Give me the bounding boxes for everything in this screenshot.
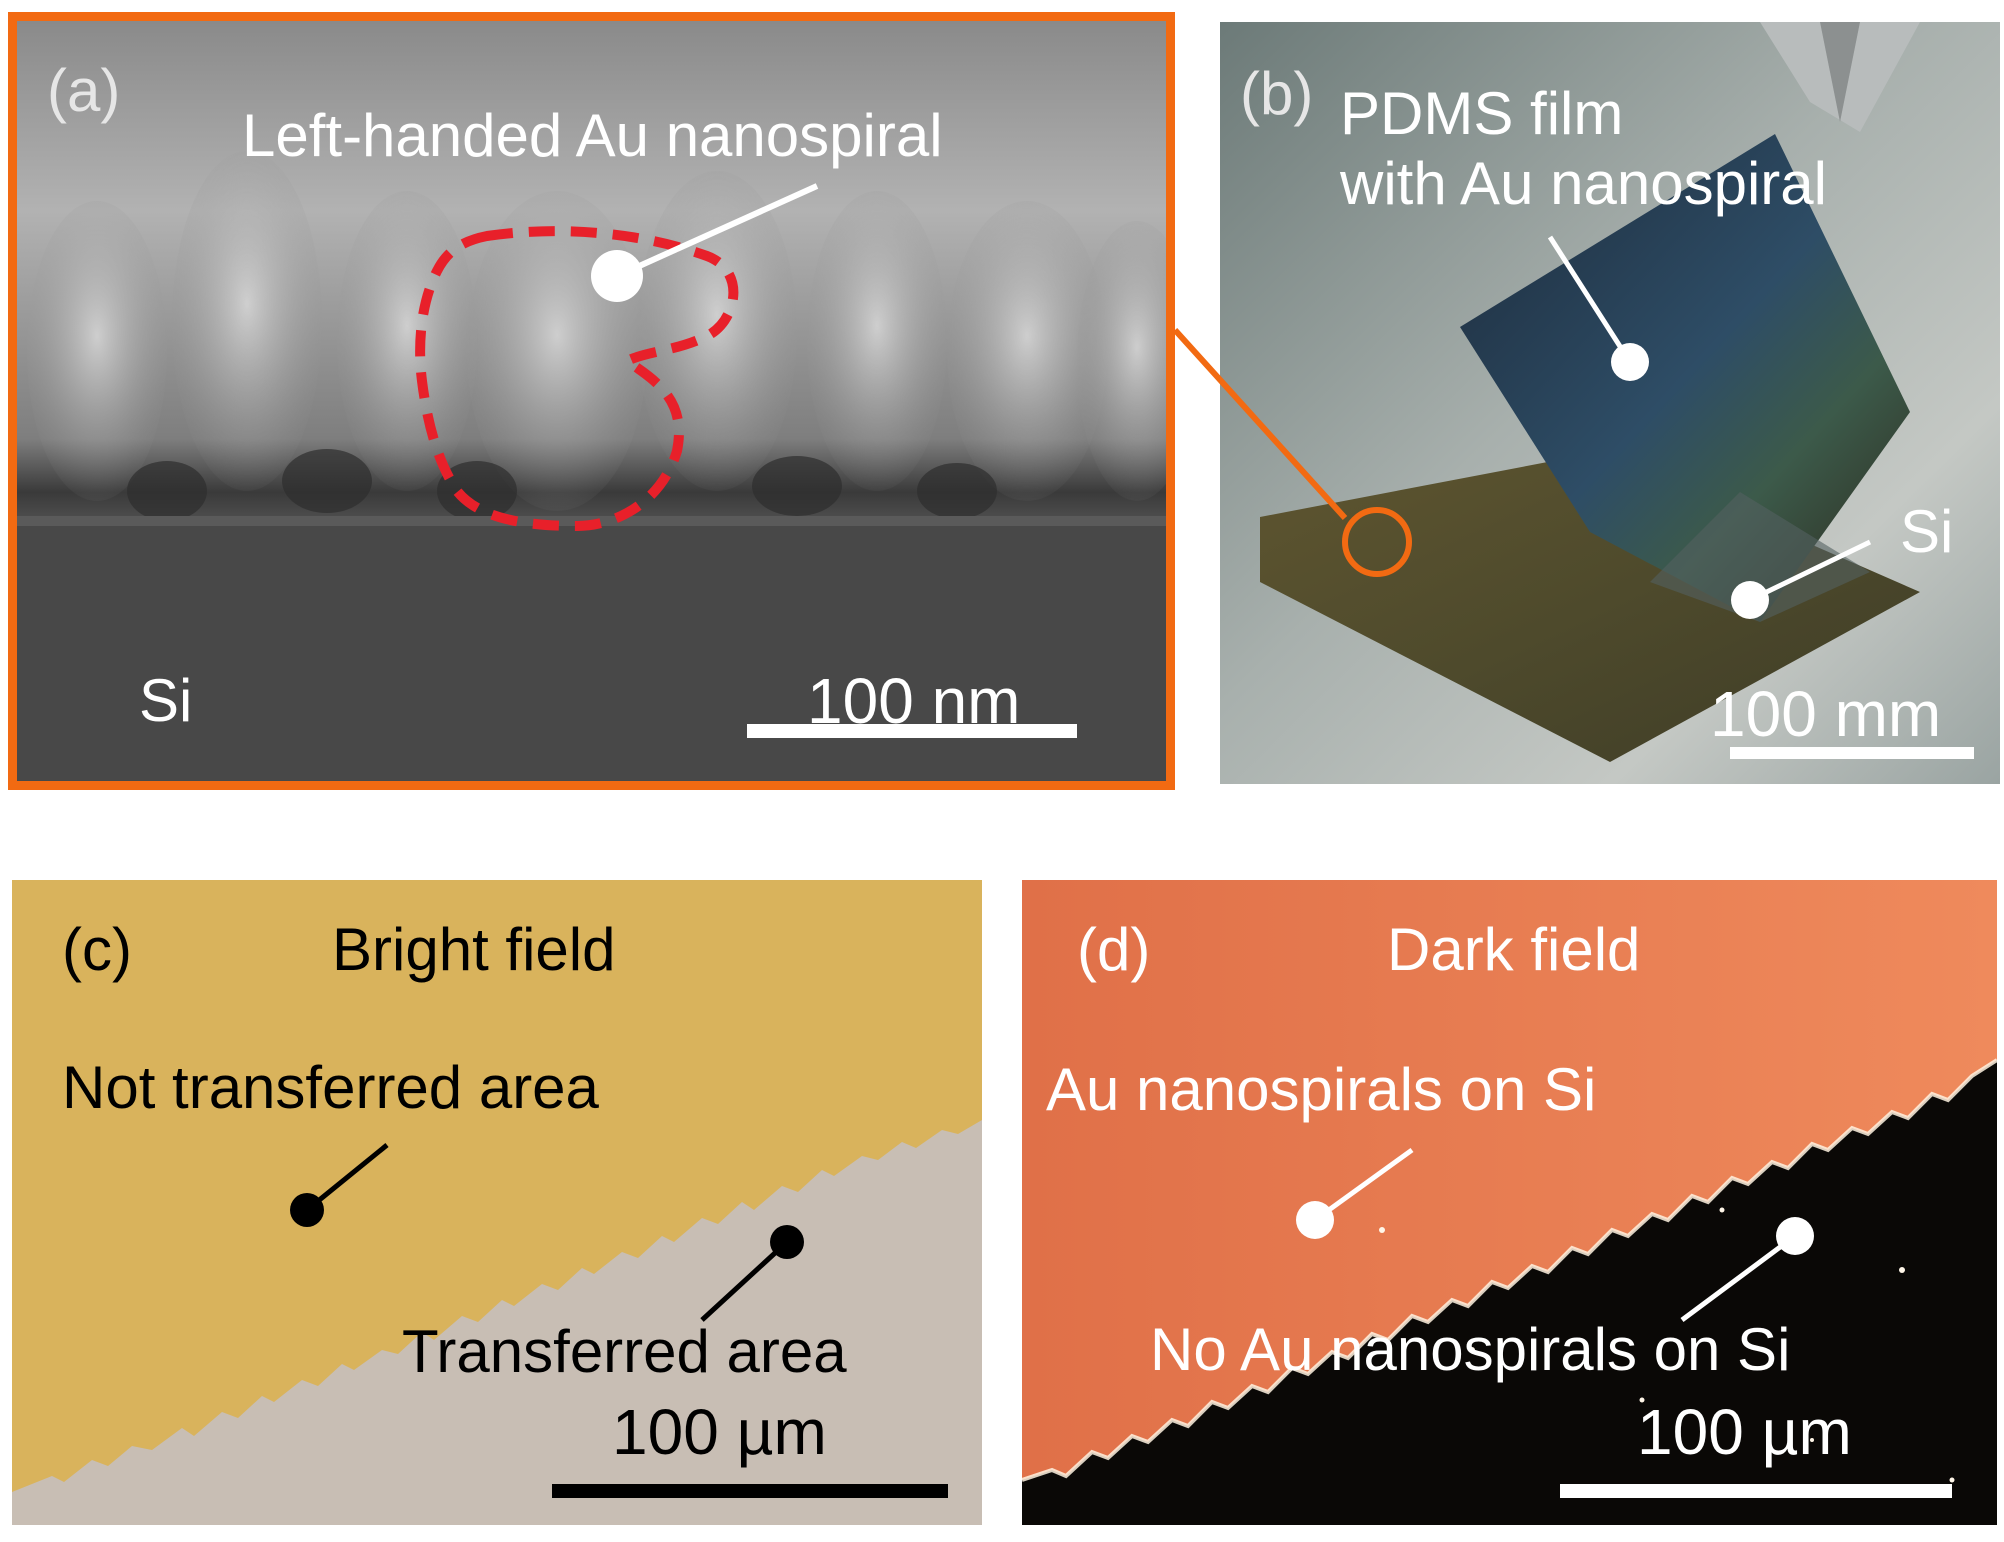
bright-field-background [12, 880, 982, 1525]
panel-a-substrate-label: Si [139, 667, 193, 734]
photo-background [1220, 22, 2000, 784]
scalebar-b-label: 100 mm [1710, 678, 1942, 750]
transferred-label: Transferred area [402, 1318, 847, 1385]
pdms-film [1460, 134, 1910, 622]
panel-d-dark-field: (d) Dark field Au nanospirals on Si No A… [1022, 880, 1997, 1525]
not-transferred-label: Not transferred area [62, 1054, 599, 1121]
scalebar-d-label: 100 µm [1637, 1396, 1852, 1468]
panel-label-a: (a) [47, 57, 121, 124]
pdms-film-label-line1: PDMS film [1340, 80, 1624, 147]
panel-label-d: (d) [1077, 916, 1151, 983]
sem-background [17, 21, 1166, 781]
panel-b-substrate-label: Si [1900, 498, 1954, 565]
panel-label-b: (b) [1240, 60, 1314, 127]
panel-a-title: Left-handed Au nanospiral [242, 102, 943, 169]
bright-field-title: Bright field [332, 916, 616, 983]
panel-label-c: (c) [62, 916, 132, 983]
dark-field-background [1022, 880, 1997, 1525]
dark-field-title: Dark field [1387, 916, 1641, 983]
pdms-film-label-line2: with Au nanospiral [1340, 150, 1827, 217]
with-spirals-label: Au nanospirals on Si [1046, 1056, 1597, 1123]
panel-a-sem-image: (a) Left-handed Au nanospiral Si 100 nm [8, 12, 1175, 790]
no-spirals-region [1022, 1060, 1997, 1525]
panel-c-bright-field: (c) Bright field Not transferred area Tr… [12, 880, 982, 1525]
without-spirals-label: No Au nanospirals on Si [1150, 1316, 1791, 1383]
scalebar-a-label: 100 nm [807, 665, 1021, 737]
scalebar-c-label: 100 µm [612, 1396, 827, 1468]
panel-b-photo: (b) PDMS film with Au nanospiral Si 100 … [1220, 22, 2000, 784]
transferred-region [12, 1120, 982, 1525]
